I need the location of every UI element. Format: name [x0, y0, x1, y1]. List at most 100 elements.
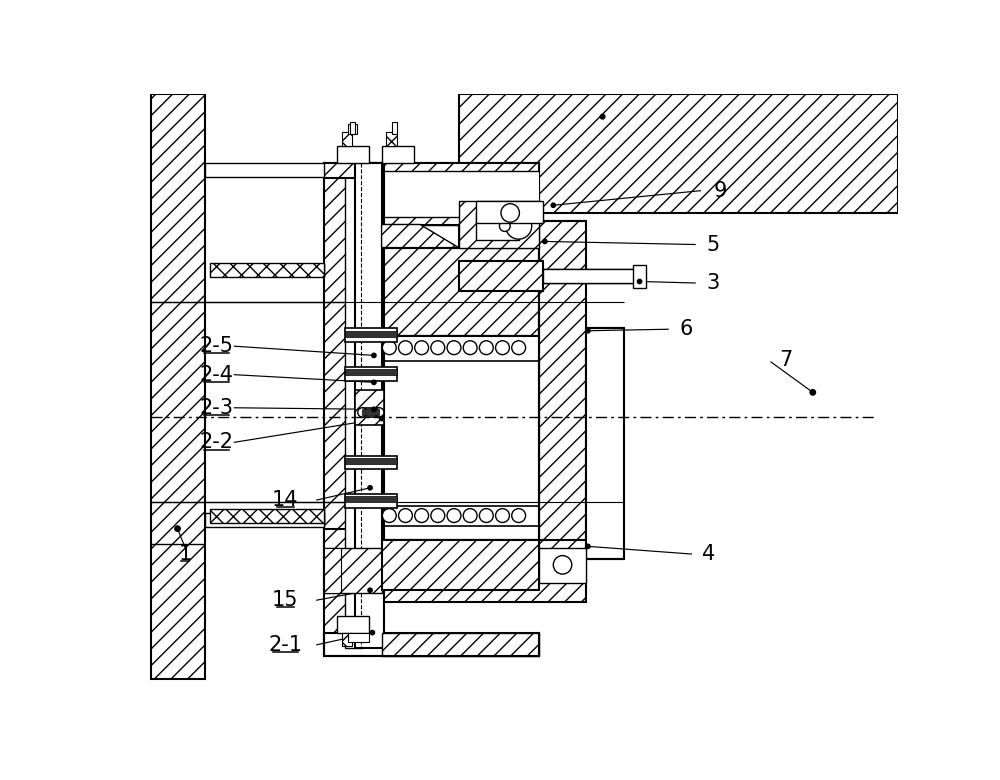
Text: 2-4: 2-4 [199, 365, 233, 385]
Circle shape [372, 407, 376, 412]
Circle shape [512, 509, 526, 523]
Circle shape [637, 279, 642, 284]
Circle shape [415, 509, 429, 523]
Circle shape [479, 509, 493, 523]
Circle shape [811, 390, 815, 395]
Circle shape [551, 203, 555, 207]
Bar [382, 163, 539, 225]
Bar [382, 541, 586, 602]
Polygon shape [382, 163, 539, 247]
Text: 3: 3 [706, 273, 719, 293]
Bar [350, 122, 355, 133]
Bar [210, 511, 324, 522]
Bar [362, 410, 379, 416]
Bar [345, 331, 397, 337]
Bar [345, 367, 397, 381]
Text: 2-3: 2-3 [199, 398, 233, 418]
Text: 7: 7 [779, 350, 792, 370]
Bar [151, 94, 205, 679]
Circle shape [586, 328, 590, 333]
Bar [210, 509, 324, 523]
Circle shape [543, 239, 547, 243]
Bar [539, 548, 586, 583]
Bar [348, 633, 369, 642]
Bar [362, 408, 379, 417]
Bar [324, 163, 382, 179]
Bar [386, 132, 397, 146]
Bar [355, 390, 384, 424]
Circle shape [463, 509, 477, 523]
Polygon shape [382, 225, 459, 247]
Text: 2-5: 2-5 [199, 336, 233, 356]
Circle shape [372, 353, 376, 357]
Circle shape [358, 408, 367, 417]
Text: 15: 15 [272, 590, 299, 610]
Bar [342, 633, 352, 647]
Circle shape [600, 115, 605, 119]
Text: 5: 5 [706, 235, 719, 254]
Bar [345, 369, 397, 375]
Bar [348, 124, 357, 133]
Bar [382, 247, 539, 336]
Polygon shape [324, 548, 382, 593]
Circle shape [175, 526, 180, 531]
Text: 4: 4 [702, 544, 715, 564]
Bar [210, 264, 324, 275]
Bar [342, 132, 352, 146]
Bar [345, 496, 397, 502]
Bar [324, 163, 382, 648]
Text: 14: 14 [272, 490, 299, 510]
Circle shape [368, 486, 372, 490]
Bar [539, 221, 586, 559]
Circle shape [499, 221, 510, 232]
Bar [633, 264, 646, 288]
Polygon shape [459, 94, 898, 221]
Bar [476, 201, 543, 223]
Circle shape [506, 213, 532, 239]
Bar [345, 163, 362, 648]
Circle shape [479, 341, 493, 355]
Circle shape [415, 341, 429, 355]
Bar [382, 633, 539, 656]
Bar [324, 529, 382, 590]
Circle shape [372, 380, 376, 385]
Bar [337, 146, 369, 163]
Circle shape [382, 509, 396, 523]
Circle shape [496, 509, 509, 523]
Bar [355, 163, 384, 648]
Circle shape [431, 341, 445, 355]
Text: 9: 9 [714, 181, 727, 200]
Bar [345, 458, 397, 464]
Bar [345, 494, 397, 508]
Bar [324, 633, 539, 656]
Bar [205, 513, 324, 527]
Circle shape [399, 341, 412, 355]
Bar [476, 213, 519, 240]
Bar [337, 615, 369, 633]
Bar [382, 336, 539, 541]
Bar [345, 328, 397, 342]
Text: 1: 1 [179, 544, 192, 564]
Text: 2-1: 2-1 [268, 635, 302, 655]
Circle shape [553, 555, 572, 574]
Circle shape [368, 588, 372, 592]
Circle shape [379, 417, 384, 420]
Bar [586, 328, 624, 559]
Polygon shape [459, 201, 539, 247]
Circle shape [463, 341, 477, 355]
Circle shape [512, 341, 526, 355]
Bar [382, 146, 414, 163]
Circle shape [382, 341, 396, 355]
Circle shape [496, 341, 509, 355]
Circle shape [175, 526, 180, 531]
Bar [205, 163, 324, 177]
Bar [459, 261, 543, 291]
Text: 6: 6 [679, 319, 692, 339]
Circle shape [447, 341, 461, 355]
Text: 2-2: 2-2 [199, 432, 233, 452]
Bar [382, 541, 539, 590]
Bar [392, 122, 397, 133]
Circle shape [586, 544, 590, 548]
Circle shape [375, 408, 384, 417]
Circle shape [501, 204, 519, 222]
